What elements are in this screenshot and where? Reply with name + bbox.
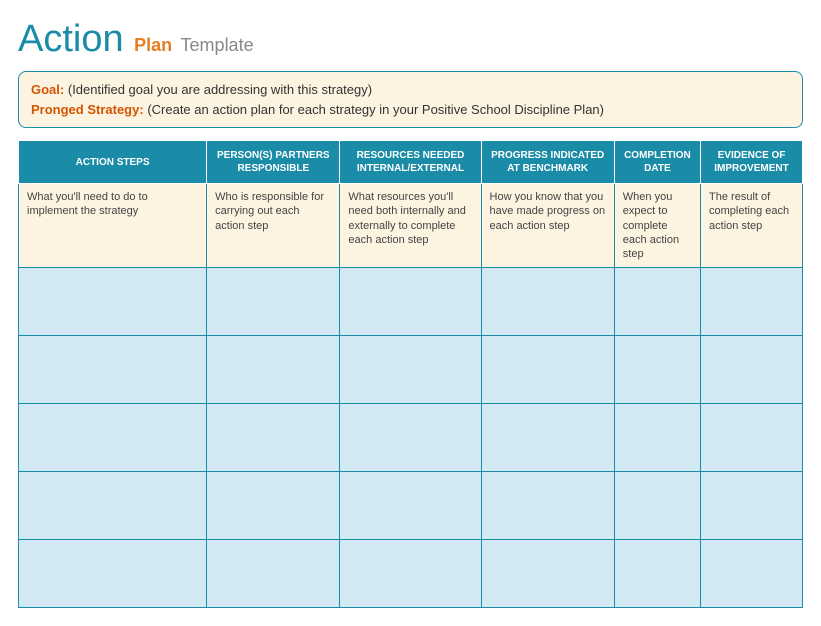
table-cell[interactable] [481,540,614,608]
goal-box: Goal: (Identified goal you are addressin… [18,71,803,128]
table-row [19,336,803,404]
goal-text: (Identified goal you are addressing with… [68,82,372,97]
table-cell[interactable] [481,472,614,540]
table-cell[interactable] [207,404,340,472]
strategy-label: Pronged Strategy: [31,102,144,117]
goal-label: Goal: [31,82,64,97]
table-row [19,404,803,472]
table-cell[interactable] [481,404,614,472]
table-cell[interactable] [207,540,340,608]
table-cell[interactable] [340,404,481,472]
title-main: Action [18,18,124,60]
table-header-cell: ACTION STEPS [19,141,207,184]
page-title: Action Plan Template [18,18,803,61]
table-cell[interactable] [614,472,700,540]
strategy-text: (Create an action plan for each strategy… [147,102,604,117]
title-sub2: Template [181,35,254,55]
table-row [19,268,803,336]
action-plan-table: ACTION STEPSPERSON(S) PARTNERS RESPONSIB… [18,140,803,608]
table-cell[interactable] [19,540,207,608]
table-cell[interactable] [701,268,803,336]
table-cell[interactable] [701,336,803,404]
table-cell[interactable] [207,336,340,404]
table-cell[interactable] [340,336,481,404]
table-desc-cell: Who is responsible for carrying out each… [207,184,340,268]
table-cell[interactable] [614,336,700,404]
table-cell[interactable] [340,472,481,540]
table-cell[interactable] [701,472,803,540]
table-cell[interactable] [481,268,614,336]
table-cell[interactable] [701,540,803,608]
table-cell[interactable] [19,268,207,336]
table-header-cell: EVIDENCE OF IMPROVEMENT [701,141,803,184]
table-desc-cell: When you expect to complete each action … [614,184,700,268]
table-cell[interactable] [207,268,340,336]
table-cell[interactable] [481,336,614,404]
table-cell[interactable] [614,540,700,608]
table-cell[interactable] [340,268,481,336]
table-cell[interactable] [19,336,207,404]
table-header-row: ACTION STEPSPERSON(S) PARTNERS RESPONSIB… [19,141,803,184]
table-header-cell: PROGRESS INDICATED AT BENCHMARK [481,141,614,184]
table-cell[interactable] [19,404,207,472]
table-desc-cell: How you know that you have made progress… [481,184,614,268]
table-body: What you'll need to do to implement the … [19,184,803,608]
table-row [19,540,803,608]
table-desc-cell: What resources you'll need both internal… [340,184,481,268]
table-header-cell: PERSON(S) PARTNERS RESPONSIBLE [207,141,340,184]
table-cell[interactable] [614,268,700,336]
table-cell[interactable] [340,540,481,608]
table-row [19,472,803,540]
table-cell[interactable] [701,404,803,472]
table-header-cell: RESOURCES NEEDED INTERNAL/EXTERNAL [340,141,481,184]
table-cell[interactable] [207,472,340,540]
table-header-cell: COMPLETION DATE [614,141,700,184]
strategy-line: Pronged Strategy: (Create an action plan… [31,100,790,120]
table-head: ACTION STEPSPERSON(S) PARTNERS RESPONSIB… [19,141,803,184]
table-desc-cell: What you'll need to do to implement the … [19,184,207,268]
table-desc-cell: The result of completing each action ste… [701,184,803,268]
goal-line: Goal: (Identified goal you are addressin… [31,80,790,100]
title-sub1: Plan [134,35,172,55]
table-desc-row: What you'll need to do to implement the … [19,184,803,268]
table-cell[interactable] [614,404,700,472]
table-cell[interactable] [19,472,207,540]
